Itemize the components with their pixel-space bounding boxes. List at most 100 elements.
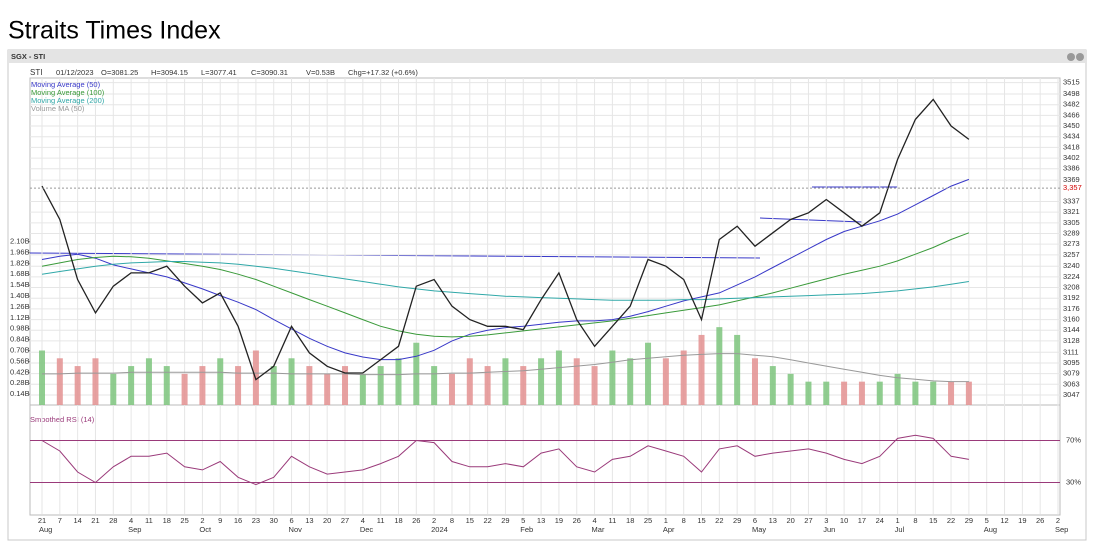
y-tick-label: 3128 — [1063, 336, 1080, 345]
y-tick-label: 3111 — [1063, 347, 1079, 356]
y-tick-label: 3160 — [1063, 315, 1080, 324]
y2-tick-label: 0.70B — [10, 345, 30, 354]
x-month-label: 2024 — [431, 525, 448, 534]
volume-bar — [698, 334, 705, 405]
y2-tick-label: 1.12B — [10, 313, 30, 322]
x-tick-label: 13 — [305, 516, 313, 525]
x-tick-label: 20 — [786, 516, 794, 525]
y-tick-label: 3176 — [1063, 304, 1080, 313]
quote-field: 01/12/2023 — [56, 68, 94, 77]
x-tick-label: 11 — [377, 516, 385, 525]
volume-bar — [520, 366, 527, 405]
y-tick-label: 3273 — [1063, 239, 1080, 248]
x-tick-label: 15 — [697, 516, 705, 525]
volume-bar — [235, 366, 242, 405]
volume-bar — [199, 366, 206, 405]
rsi-line — [41, 434, 969, 486]
y-tick-label: 3095 — [1063, 358, 1080, 367]
volume-bar — [377, 366, 384, 405]
x-tick-label: 1 — [664, 516, 668, 525]
volume-bar — [538, 358, 545, 405]
x-tick-label: 26 — [1036, 516, 1044, 525]
volume-bar — [609, 350, 616, 405]
last-price-label: 3,357 — [1063, 183, 1082, 192]
x-tick-label: 26 — [573, 516, 581, 525]
x-tick-label: 18 — [163, 516, 171, 525]
x-tick-label: 1 — [895, 516, 899, 525]
y-tick-label: 3402 — [1063, 153, 1080, 162]
x-tick-label: 29 — [733, 516, 741, 525]
volume-bar — [876, 381, 883, 405]
volume-bar — [181, 373, 188, 405]
volume-bar — [39, 350, 45, 405]
y2-tick-label: 2.10B — [10, 236, 30, 245]
x-tick-label: 3 — [824, 516, 828, 525]
y-tick-label: 3498 — [1063, 89, 1080, 98]
y2-tick-label: 1.26B — [10, 302, 30, 311]
volume-bar — [56, 358, 63, 405]
x-tick-label: 18 — [626, 516, 634, 525]
y-tick-label: 3240 — [1063, 261, 1080, 270]
plot-layer — [30, 78, 1060, 514]
x-tick-label: 7 — [58, 516, 62, 525]
x-month-label: Mar — [592, 525, 605, 534]
x-tick-label: 19 — [1018, 516, 1026, 525]
x-month-label: Sep — [1055, 525, 1068, 534]
expand-button[interactable] — [1076, 53, 1084, 61]
moving-average-line — [41, 232, 970, 338]
volume-bar — [466, 358, 473, 405]
volume-bar — [163, 366, 170, 405]
moving-average-line — [41, 178, 970, 361]
volume-bar — [734, 334, 741, 405]
x-month-label: Aug — [39, 525, 52, 534]
volume-bar — [662, 358, 669, 405]
price-line — [41, 98, 970, 381]
x-tick-label: 2 — [1056, 516, 1060, 525]
volume-bar — [751, 358, 758, 405]
x-tick-label: 4 — [361, 516, 365, 525]
x-month-label: Feb — [520, 525, 533, 534]
x-tick-label: 11 — [608, 516, 616, 525]
y-tick-label: 3450 — [1063, 121, 1080, 130]
volume-bar — [894, 373, 901, 405]
y-tick-label: 3144 — [1063, 325, 1080, 334]
x-tick-label: 21 — [91, 516, 99, 525]
minimize-button[interactable] — [1067, 53, 1075, 61]
volume-bar — [858, 381, 865, 405]
volume-bar — [930, 381, 937, 405]
x-tick-label: 21 — [38, 516, 46, 525]
x-month-label: Dec — [360, 525, 374, 534]
y-tick-label: 3063 — [1063, 379, 1080, 388]
quote-field: Chg=+17.32 (+0.6%) — [348, 68, 418, 77]
y2-tick-label: 0.28B — [10, 378, 30, 387]
quote-field: L=3077.41 — [201, 68, 237, 77]
chart-title: Straits Times Index — [8, 17, 221, 45]
x-tick-label: 17 — [858, 516, 866, 525]
x-tick-label: 4 — [129, 516, 133, 525]
y-tick-label: 3337 — [1063, 196, 1080, 205]
y-tick-label: 3321 — [1063, 207, 1080, 216]
x-tick-label: 12 — [1000, 516, 1008, 525]
x-tick-label: 8 — [913, 516, 917, 525]
y2-tick-label: 0.98B — [10, 324, 30, 333]
x-month-label: Jul — [895, 525, 905, 534]
x-tick-label: 15 — [929, 516, 937, 525]
x-tick-label: 15 — [466, 516, 474, 525]
x-month-label: Apr — [663, 525, 675, 534]
volume-bar — [431, 366, 438, 405]
x-tick-label: 29 — [501, 516, 509, 525]
x-tick-label: 2 — [200, 516, 204, 525]
x-tick-label: 22 — [483, 516, 491, 525]
volume-bar — [627, 358, 634, 405]
x-tick-label: 18 — [394, 516, 402, 525]
x-tick-label: 9 — [218, 516, 222, 525]
volume-bar — [217, 358, 224, 405]
x-month-label: Jun — [823, 525, 835, 534]
x-tick-label: 27 — [341, 516, 349, 525]
x-tick-label: 26 — [412, 516, 420, 525]
x-tick-label: 25 — [644, 516, 652, 525]
volume-bar — [965, 381, 972, 405]
volume-bar — [324, 373, 331, 405]
x-tick-label: 14 — [73, 516, 81, 525]
